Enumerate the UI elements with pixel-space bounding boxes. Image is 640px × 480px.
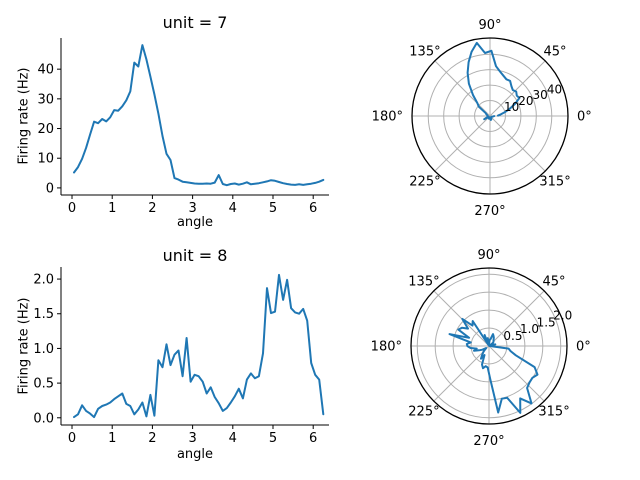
theta-tick-label: 135° (408, 274, 439, 289)
x-tick-label: 5 (269, 431, 277, 446)
ylabel-unit8: Firing rate (Hz) (16, 297, 32, 395)
y-tick-label: 0 (46, 181, 54, 196)
x-tick-label: 0 (68, 431, 76, 446)
theta-tick-label: 90° (477, 248, 500, 263)
r-gridring (470, 327, 508, 365)
theta-tick-label: 0° (576, 340, 591, 355)
unit7-line-plot: 0 1 2 3 4 5 6 0 10 20 30 40 (37, 38, 329, 216)
theta-tick-label: 45° (543, 274, 566, 289)
xlabel-unit7: angle (176, 215, 214, 230)
theta-tick-label: 45° (544, 44, 567, 59)
x-tick-label: 2 (148, 201, 156, 216)
x-tick-label: 4 (229, 431, 237, 446)
theta-gridline (488, 290, 545, 347)
r-gridring (474, 100, 506, 132)
x-tick-label: 0 (68, 201, 76, 216)
r-gridring (443, 69, 537, 163)
subplot-title-unit8: unit = 8 (162, 246, 228, 265)
r-tick-label: 0.5 (503, 329, 522, 343)
firing-rate-curve (73, 273, 325, 419)
r-gridring (416, 273, 562, 419)
x-tick-label: 1 (108, 201, 116, 216)
theta-tick-label: 180° (371, 340, 402, 355)
theta-tick-label: 225° (409, 175, 440, 190)
y-tick-label: 40 (37, 63, 54, 78)
x-tick-label: 3 (188, 431, 196, 446)
theta-tick-label: 135° (409, 44, 440, 59)
x-tick-label: 5 (269, 201, 277, 216)
r-tick-label: 40 (547, 82, 562, 96)
theta-gridline (488, 345, 545, 402)
y-tick-label: 2.0 (33, 273, 54, 288)
x-tick-label: 6 (309, 201, 317, 216)
unit8-line-plot: 0 1 2 3 4 5 6 0.0 0.5 1.0 1.5 2.0 (33, 267, 329, 446)
y-tick-label: 1.0 (33, 342, 54, 357)
theta-tick-label: 0° (577, 110, 592, 125)
y-tick-label: 0.0 (33, 411, 54, 426)
theta-tick-label: 90° (478, 18, 501, 33)
ylabel-unit7: Firing rate (Hz) (16, 67, 32, 165)
y-tick-label: 20 (37, 122, 54, 137)
r-gridring (452, 309, 526, 383)
polar-boundary (410, 267, 568, 425)
r-gridring (434, 291, 544, 401)
x-tick-label: 6 (309, 431, 317, 446)
y-tick-label: 30 (37, 92, 54, 107)
x-tick-label: 1 (108, 431, 116, 446)
x-tick-label: 4 (229, 201, 237, 216)
theta-gridline (433, 345, 490, 402)
x-tick-label: 3 (188, 201, 196, 216)
theta-gridline (489, 60, 546, 117)
y-tick-label: 0.5 (33, 377, 54, 392)
theta-tick-label: 270° (474, 204, 505, 219)
r-tick-label: 30 (533, 88, 548, 102)
r-tick-label: 1.0 (520, 322, 539, 336)
polar-boundary (411, 37, 569, 195)
firing-rate-curve (73, 44, 325, 187)
r-gridring (427, 53, 553, 179)
subplot-title-unit7: unit = 7 (162, 13, 228, 32)
theta-gridline (489, 115, 546, 172)
firing-rate-polar-curve (466, 41, 521, 121)
theta-tick-label: 270° (473, 434, 504, 449)
theta-gridline (434, 115, 491, 172)
r-tick-label: 1.5 (537, 315, 556, 329)
theta-tick-label: 225° (408, 405, 439, 420)
xlabel-unit8: angle (176, 447, 214, 462)
unit8-polar-plot: 0° 45° 90° 135° 180° 225° 270° 315° 0.51.01.52.0 (371, 248, 591, 449)
theta-gridline (434, 60, 491, 117)
firing-rate-polar-curve (448, 317, 539, 414)
x-tick-label: 2 (148, 431, 156, 446)
theta-tick-label: 315° (538, 405, 569, 420)
r-tick-label: 10 (504, 100, 519, 114)
theta-tick-label: 315° (539, 175, 570, 190)
y-tick-label: 10 (37, 152, 54, 167)
r-tick-label: 20 (518, 94, 533, 108)
r-gridring (458, 84, 522, 148)
theta-tick-label: 180° (372, 110, 403, 125)
r-tick-label: 2.0 (553, 308, 572, 322)
y-tick-label: 1.5 (33, 307, 54, 322)
